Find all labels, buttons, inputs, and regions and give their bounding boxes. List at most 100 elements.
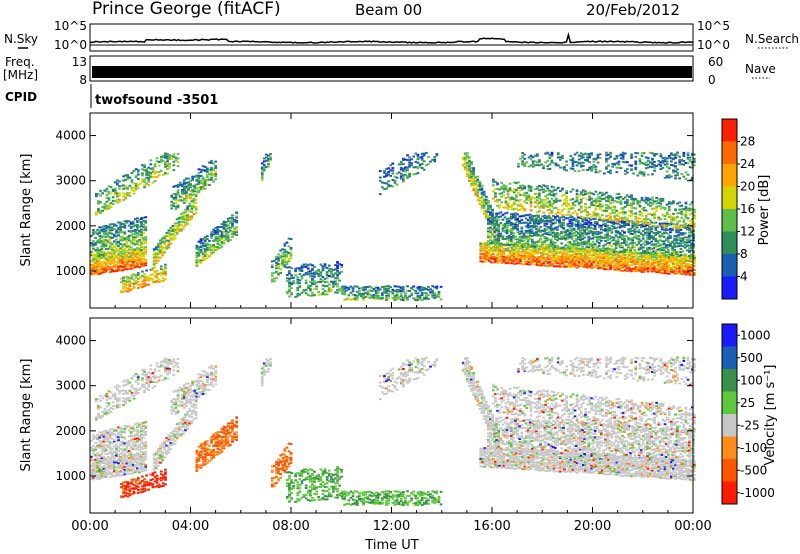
power-cell [418, 285, 422, 288]
power-cell [577, 216, 580, 219]
power-cell [149, 163, 153, 166]
power-cell [516, 228, 519, 231]
power-cell [579, 223, 582, 225]
power-cell [294, 274, 297, 277]
power-cell [621, 217, 625, 220]
power-cell [673, 243, 676, 246]
power-cell [551, 222, 555, 225]
power-cell [433, 156, 437, 159]
power-cell [512, 225, 515, 228]
power-cell [621, 235, 624, 238]
power-cell [586, 216, 589, 219]
power-cell [614, 244, 618, 247]
power-cell [663, 255, 667, 258]
power-cell [192, 213, 196, 216]
power-cell [123, 226, 127, 229]
power-cell [575, 198, 579, 201]
power-cell [533, 154, 537, 157]
power-cell [688, 251, 691, 253]
power-cell [92, 269, 95, 271]
power-cell [682, 260, 686, 263]
power-cell [541, 219, 545, 222]
power-cell [149, 175, 153, 178]
power-cell [552, 194, 556, 197]
power-cell [561, 166, 564, 169]
power-cell [603, 197, 606, 200]
power-cell [134, 175, 138, 178]
power-cell [142, 216, 145, 219]
power-cell [193, 190, 197, 193]
power-cell [688, 249, 691, 252]
power-cell [686, 217, 690, 220]
power-cell [551, 231, 555, 234]
power-cell [612, 248, 616, 251]
power-cell [527, 254, 531, 257]
power-cell [129, 255, 133, 257]
power-cell [607, 263, 610, 266]
power-cell [547, 216, 551, 219]
power-cell [526, 214, 530, 217]
power-cell [304, 288, 308, 291]
power-cell [577, 244, 580, 247]
power-cell [663, 218, 667, 221]
power-cell [628, 258, 631, 261]
power-cell [554, 238, 557, 240]
power-cell [134, 236, 137, 239]
power-cell [157, 259, 160, 262]
power-cell [685, 245, 689, 247]
power-cell [151, 273, 155, 276]
power-cell [498, 192, 501, 195]
power-cell [466, 167, 469, 170]
power-cell [491, 208, 494, 211]
power-cell [569, 190, 573, 193]
power-cell [591, 217, 595, 220]
power-cell [674, 216, 677, 219]
power-cell [493, 242, 496, 245]
power-cell [673, 238, 676, 240]
power-cell [427, 163, 430, 166]
power-cell [485, 254, 489, 257]
power-cell [495, 235, 499, 238]
power-cell [548, 167, 552, 170]
power-cell [138, 251, 141, 254]
power-cell [631, 226, 635, 229]
power-cell [660, 243, 664, 246]
power-cell [336, 261, 339, 263]
power-cell [147, 178, 151, 181]
power-cell [579, 215, 583, 218]
power-cell [662, 228, 666, 231]
power-cell [514, 223, 517, 226]
power-cell [540, 199, 543, 201]
power-cell [149, 274, 153, 277]
power-cell [593, 226, 597, 229]
power-cell [559, 265, 562, 268]
power-cell [224, 233, 228, 236]
power-cell [505, 228, 509, 231]
power-cell [633, 225, 637, 227]
power-cell [502, 259, 506, 262]
power-cell [123, 238, 127, 241]
power-cell [502, 184, 506, 187]
power-cell [466, 173, 469, 175]
power-cell [584, 262, 587, 265]
power-cell [692, 243, 695, 246]
power-cell [286, 290, 289, 293]
power-cell [520, 219, 524, 221]
power-cell [476, 185, 480, 188]
power-cell [508, 258, 512, 261]
power-cell [487, 222, 490, 225]
power-cell [500, 187, 504, 190]
power-cell [505, 237, 509, 240]
power-cell [521, 155, 524, 158]
power-cell [378, 170, 382, 172]
power-cell [523, 194, 527, 197]
power-cell [600, 259, 604, 262]
power-cell [494, 246, 497, 249]
power-cell [212, 168, 215, 171]
power-cell [559, 252, 562, 255]
power-cell [353, 298, 357, 301]
power-cell [195, 190, 199, 193]
power-cell [504, 259, 508, 262]
power-cell [194, 207, 198, 210]
power-cell [199, 245, 203, 248]
